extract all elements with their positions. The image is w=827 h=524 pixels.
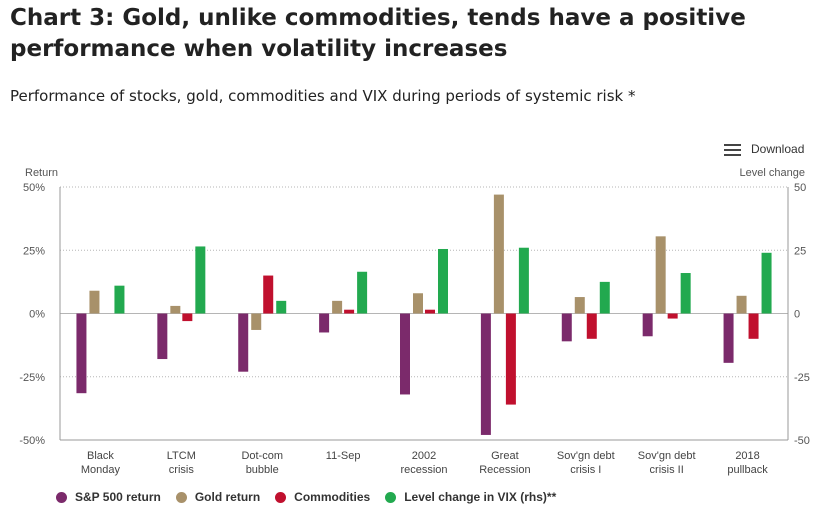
bar-s-p-500-return [319, 313, 330, 333]
x-tick-label: Black [87, 450, 114, 462]
bar-level-change-in-vix-rhs [276, 300, 287, 314]
y-tick-label-right: -50 [794, 435, 810, 447]
menu-icon [724, 142, 741, 156]
x-tick-label: Sov'gn debt [638, 450, 696, 462]
bar-gold-return [89, 290, 100, 314]
y-tick-label-left: -50% [19, 435, 45, 447]
legend-item[interactable]: Commodities [275, 490, 370, 504]
y-tick-label-left: -25% [19, 372, 45, 384]
bar-s-p-500-return [400, 313, 410, 395]
chart-subtitle: Performance of stocks, gold, commodities… [10, 87, 636, 105]
bar-s-p-500-return [76, 313, 87, 394]
bar-gold-return [251, 313, 262, 330]
x-tick-label: bubble [246, 464, 279, 476]
y-axis-left-label: Return [25, 167, 58, 179]
bar-gold-return [736, 295, 747, 314]
bar-commodities [263, 275, 274, 314]
legend-item[interactable]: Gold return [175, 490, 261, 504]
legend-label: Gold return [194, 490, 261, 504]
bar-commodities [667, 313, 678, 319]
legend-item[interactable]: Level change in VIX (rhs)** [385, 490, 556, 504]
y-tick-label-right: 0 [794, 309, 800, 321]
y-tick-label-left: 25% [23, 245, 45, 257]
bar-level-change-in-vix-rhs [357, 271, 368, 314]
x-tick-label: Great [491, 450, 519, 462]
bar-gold-return [413, 293, 423, 314]
bar-commodities [425, 309, 435, 314]
y-tick-label-right: 25 [794, 245, 806, 257]
bar-commodities [182, 313, 193, 322]
bar-level-change-in-vix-rhs [438, 248, 448, 314]
x-tick-label: 11-Sep [326, 450, 361, 462]
bar-level-change-in-vix-rhs [599, 281, 610, 314]
x-tick-label: crisis II [650, 464, 684, 476]
x-tick-label: 2002 [412, 450, 436, 462]
bar-s-p-500-return [480, 313, 491, 435]
bar-level-change-in-vix-rhs [518, 247, 529, 314]
bar-gold-return [170, 305, 181, 314]
legend-marker [385, 491, 397, 503]
x-tick-label: crisis [169, 464, 195, 476]
bar-level-change-in-vix-rhs [761, 252, 772, 314]
x-tick-label: 2018 [735, 450, 759, 462]
bar-s-p-500-return [642, 313, 653, 337]
legend-marker [175, 491, 187, 503]
y-axis-right-label: Level change [740, 167, 805, 179]
y-tick-label-left: 50% [23, 182, 45, 194]
x-tick-label: Monday [81, 464, 121, 476]
bar-level-change-in-vix-rhs [195, 246, 206, 314]
legend-marker [275, 491, 287, 503]
legend-label: S&P 500 return [75, 490, 161, 504]
legend-marker [56, 491, 67, 503]
chart-legend: S&P 500 return Gold return Commodities Leve… [56, 490, 571, 504]
download-label: Download [751, 142, 805, 156]
y-tick-label-right: 50 [794, 182, 806, 194]
x-tick-label: pullback [727, 464, 768, 476]
bar-commodities [505, 313, 516, 405]
bar-gold-return [574, 297, 585, 314]
y-tick-label-right: -25 [794, 372, 810, 384]
bar-s-p-500-return [723, 313, 734, 363]
bar-gold-return [493, 194, 504, 314]
x-tick-label: Sov'gn debt [557, 450, 615, 462]
x-tick-label: Recession [479, 464, 530, 476]
bar-s-p-500-return [157, 313, 168, 360]
bar-s-p-500-return [238, 313, 249, 372]
y-tick-label-left: 0% [29, 309, 45, 321]
legend-label: Commodities [294, 490, 371, 504]
legend-item[interactable]: S&P 500 return [56, 490, 161, 504]
bar-gold-return [332, 300, 343, 314]
bar-gold-return [655, 236, 666, 314]
x-tick-label: LTCM [167, 450, 196, 462]
download-button[interactable]: Download [724, 139, 804, 159]
bar-commodities [586, 313, 597, 339]
bar-level-change-in-vix-rhs [680, 273, 691, 314]
bar-s-p-500-return [561, 313, 572, 342]
x-tick-label: recession [400, 464, 447, 476]
x-tick-label: crisis I [570, 464, 601, 476]
x-tick-label: Dot-com [241, 450, 283, 462]
bar-level-change-in-vix-rhs [114, 285, 125, 314]
chart-title: Chart 3: Gold, unlike commodities, tends… [10, 5, 746, 62]
legend-label: Level change in VIX (rhs)** [404, 490, 557, 504]
bar-commodities [344, 309, 355, 314]
bar-commodities [748, 313, 759, 339]
